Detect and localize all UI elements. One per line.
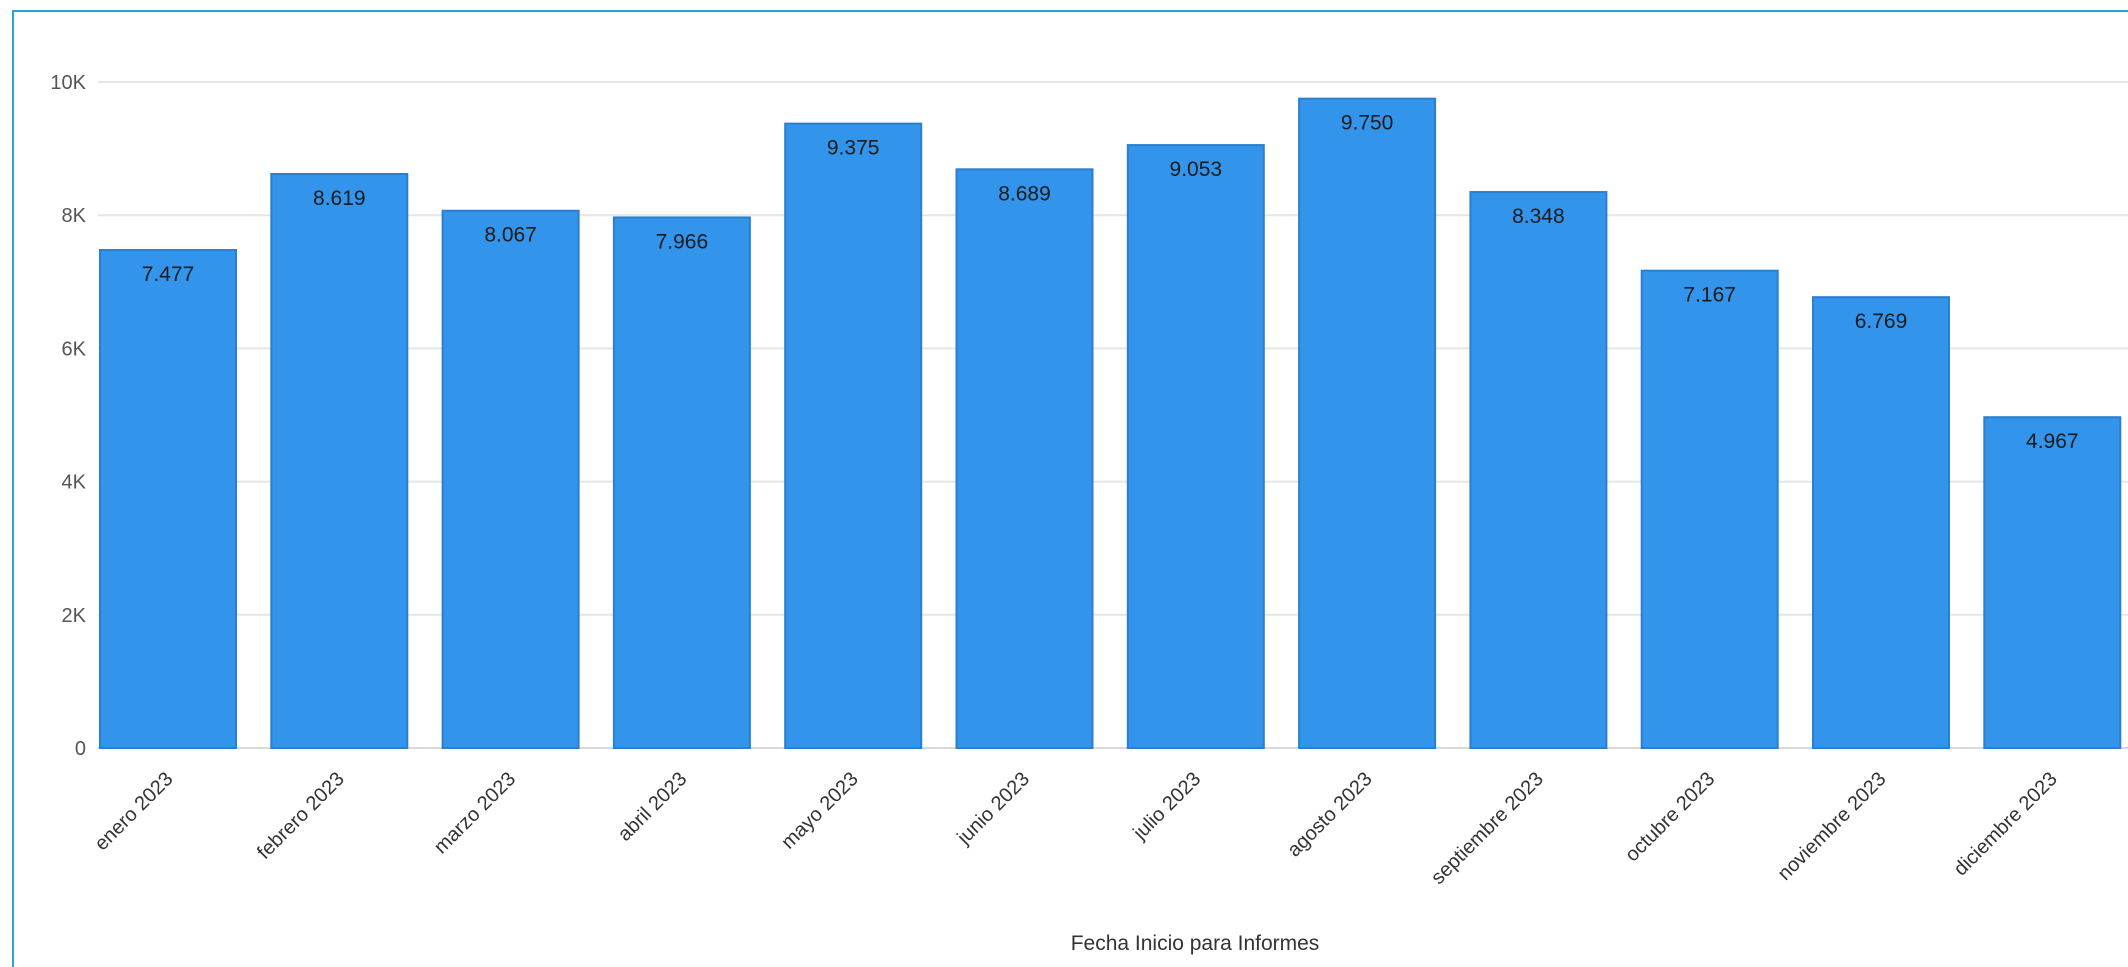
bar[interactable] <box>441 209 580 749</box>
bar-value-label: 4.967 <box>2026 430 2079 453</box>
bar-value-label: 7.167 <box>1683 284 1736 307</box>
x-category-label: noviembre 2023 <box>1774 768 1891 885</box>
x-category-label: junio 2023 <box>952 768 1034 850</box>
bar-value-label: 9.375 <box>827 137 880 160</box>
bar[interactable] <box>784 122 923 749</box>
x-category-label: abril 2023 <box>614 768 692 846</box>
bar-value-label: 9.750 <box>1341 112 1394 135</box>
x-category-label: diciembre 2023 <box>1950 768 2062 880</box>
bar-value-label: 7.966 <box>656 230 709 253</box>
bar-value-label: 6.769 <box>1855 310 1908 333</box>
bar-value-label: 8.348 <box>1512 205 1565 228</box>
bar[interactable] <box>1640 269 1779 749</box>
y-tick-label: 8K <box>62 205 87 227</box>
bar-value-label: 7.477 <box>142 263 195 286</box>
x-axis-title: Fecha Inicio para Informes <box>1071 932 1320 955</box>
y-tick-label: 4K <box>62 472 87 494</box>
y-tick-label: 6K <box>62 338 87 360</box>
x-category-label: febrero 2023 <box>253 768 349 864</box>
x-axis-categories: enero 2023 febrero 2023 marzo 2023 abril 20… <box>90 768 2061 889</box>
x-category-label: agosto 2023 <box>1283 768 1376 861</box>
y-axis-ticks: 0 2K 4K 6K 8K 10K <box>50 72 86 760</box>
bar[interactable] <box>1298 97 1437 749</box>
bar[interactable] <box>612 216 751 749</box>
y-tick-label: 10K <box>50 72 86 94</box>
x-category-label: septiembre 2023 <box>1427 768 1548 889</box>
bar[interactable] <box>1469 191 1608 749</box>
x-category-label: julio 2023 <box>1129 768 1206 845</box>
chart-frame <box>12 10 2128 967</box>
bar[interactable] <box>1126 144 1265 750</box>
gridlines <box>98 81 2128 749</box>
y-tick-label: 0 <box>75 738 86 760</box>
value-labels: 7.477 8.619 8.067 7.966 9.375 8.689 9.053 9.750… <box>142 112 2079 454</box>
bar[interactable] <box>270 172 409 749</box>
x-category-label: enero 2023 <box>90 768 177 855</box>
bar-value-label: 8.619 <box>313 187 366 210</box>
x-category-label: octubre 2023 <box>1621 768 1719 866</box>
bars <box>99 97 2122 750</box>
bar[interactable] <box>1983 416 2122 749</box>
bar[interactable] <box>955 168 1094 749</box>
bar-value-label: 8.689 <box>998 182 1051 205</box>
bar-value-label: 9.053 <box>1170 158 1223 181</box>
bar[interactable] <box>99 249 237 749</box>
bar[interactable] <box>1812 296 1950 749</box>
x-category-label: marzo 2023 <box>430 768 520 858</box>
y-tick-label: 2K <box>62 605 87 627</box>
bar-value-label: 8.067 <box>484 224 537 247</box>
x-category-label: mayo 2023 <box>777 768 863 854</box>
